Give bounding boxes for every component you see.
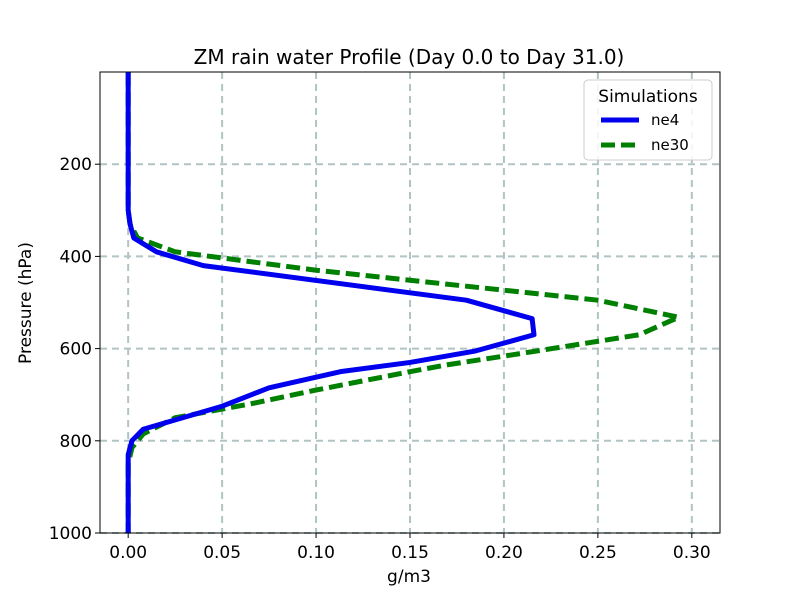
x-tick-label: 0.30: [673, 543, 711, 563]
legend: Simulations ne4 ne30: [583, 79, 713, 161]
series-layer: [125, 72, 682, 533]
y-tick-label: 200: [60, 155, 92, 175]
chart-title: ZM rain water Profile (Day 0.0 to Day 31…: [194, 45, 625, 69]
x-tick-label: 0.05: [203, 543, 241, 563]
y-axis-label: Pressure (hPa): [16, 242, 36, 364]
legend-label-ne30: ne30: [651, 136, 689, 154]
series-line-ne4: [125, 72, 537, 533]
legend-label-ne4: ne4: [651, 111, 679, 129]
x-tick-label: 0.25: [579, 543, 617, 563]
legend-title: Simulations: [598, 87, 698, 107]
x-tick-label: 0.10: [297, 543, 335, 563]
x-axis-label: g/m3: [387, 567, 431, 587]
y-ticks: 200 400 600 800 1000: [49, 155, 100, 544]
legend-frame: [583, 79, 713, 161]
y-tick-label: 800: [60, 432, 92, 452]
y-tick-label: 1000: [49, 524, 92, 544]
y-tick-label: 600: [60, 340, 92, 360]
y-tick-label: 400: [60, 247, 92, 267]
x-tick-label: 0.15: [391, 543, 429, 563]
x-ticks: 0.00 0.05 0.10 0.15 0.20 0.25 0.30: [109, 533, 711, 563]
x-tick-label: 0.00: [109, 543, 147, 563]
x-tick-label: 0.20: [485, 543, 523, 563]
